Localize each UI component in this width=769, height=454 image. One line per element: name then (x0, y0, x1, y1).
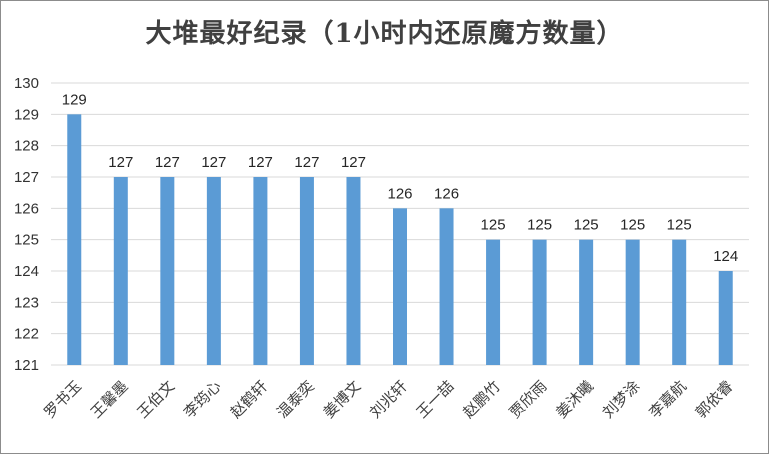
bar (532, 239, 547, 365)
x-tick-label: 李嘉航 (645, 377, 690, 422)
data-label: 125 (481, 217, 506, 234)
x-tick-label: 李筠心 (180, 377, 225, 422)
data-label: 124 (713, 248, 738, 265)
bar (672, 239, 687, 365)
bar (253, 177, 268, 365)
data-label: 125 (574, 217, 599, 234)
data-label: 126 (434, 185, 459, 202)
data-label: 127 (201, 154, 226, 171)
x-tick-label: 贾欣雨 (506, 377, 551, 422)
x-tick-label: 温泰奕 (273, 377, 318, 422)
x-tick-label: 姜沐曦 (552, 377, 597, 422)
bar (625, 239, 640, 365)
x-tick-label: 罗书玉 (41, 377, 86, 422)
y-tick-label: 125 (14, 232, 39, 249)
y-tick-label: 126 (14, 200, 39, 217)
bar (718, 271, 733, 365)
data-label: 127 (248, 154, 273, 171)
x-tick-label: 刘梦涂 (599, 377, 644, 422)
y-tick-label: 130 (14, 75, 39, 92)
data-label: 127 (341, 154, 366, 171)
data-label: 127 (294, 154, 319, 171)
y-tick-label: 121 (14, 357, 39, 374)
bar (113, 177, 128, 365)
x-tick-label: 姜博文 (320, 377, 365, 422)
y-tick-label: 124 (14, 263, 39, 280)
bar (486, 239, 501, 365)
data-label: 129 (62, 91, 87, 108)
y-tick-label: 127 (14, 169, 39, 186)
bar (206, 177, 221, 365)
x-tick-label: 赵鹤轩 (227, 377, 272, 422)
y-tick-label: 129 (14, 106, 39, 123)
x-tick-label: 王一喆 (413, 377, 458, 422)
y-tick-label: 128 (14, 138, 39, 155)
x-tick-label: 王馨墨 (87, 377, 132, 422)
x-tick-label: 刘兆轩 (366, 377, 411, 422)
y-tick-label: 123 (14, 294, 39, 311)
bar (160, 177, 175, 365)
x-tick-label: 赵鹏竹 (459, 377, 504, 422)
chart-title: 大堆最好纪录（1小时内还原魔方数量） (145, 19, 624, 49)
bar (67, 114, 82, 365)
bar (439, 208, 454, 365)
x-tick-label: 郭依睿 (692, 377, 737, 422)
data-label: 125 (620, 217, 645, 234)
data-label: 127 (155, 154, 180, 171)
data-label: 127 (108, 154, 133, 171)
x-tick-label: 王伯文 (134, 377, 179, 422)
data-label: 125 (527, 217, 552, 234)
data-label: 126 (387, 185, 412, 202)
bar (393, 208, 407, 365)
bar (579, 239, 594, 365)
data-label: 125 (667, 217, 692, 234)
bar (346, 177, 361, 365)
y-tick-label: 122 (14, 326, 39, 343)
bar (299, 177, 314, 365)
